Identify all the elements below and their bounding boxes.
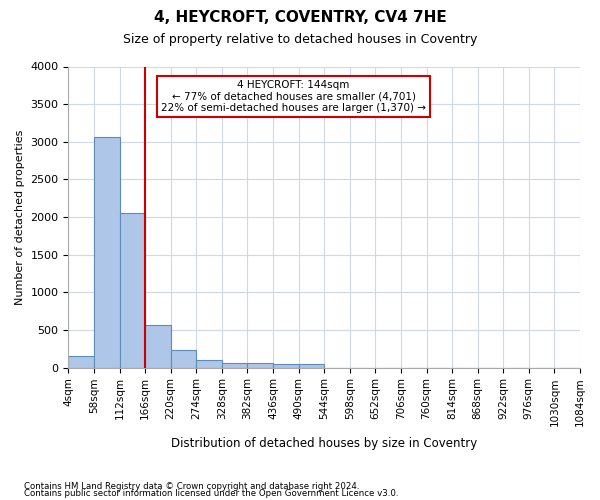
Bar	[68, 356, 94, 368]
Text: Size of property relative to detached houses in Coventry: Size of property relative to detached ho…	[123, 32, 477, 46]
Bar	[145, 326, 171, 368]
Text: Contains public sector information licensed under the Open Government Licence v3: Contains public sector information licen…	[24, 490, 398, 498]
Bar	[247, 364, 273, 368]
Text: 4, HEYCROFT, COVENTRY, CV4 7HE: 4, HEYCROFT, COVENTRY, CV4 7HE	[154, 10, 446, 25]
Bar	[171, 350, 196, 368]
Text: Contains HM Land Registry data © Crown copyright and database right 2024.: Contains HM Land Registry data © Crown c…	[24, 482, 359, 491]
Bar	[273, 364, 299, 368]
Text: 4 HEYCROFT: 144sqm
← 77% of detached houses are smaller (4,701)
22% of semi-deta: 4 HEYCROFT: 144sqm ← 77% of detached hou…	[161, 80, 426, 113]
X-axis label: Distribution of detached houses by size in Coventry: Distribution of detached houses by size …	[171, 437, 478, 450]
Bar	[196, 360, 222, 368]
Bar	[94, 137, 119, 368]
Bar	[119, 212, 145, 368]
Bar	[299, 364, 324, 368]
Y-axis label: Number of detached properties: Number of detached properties	[15, 130, 25, 304]
Bar	[222, 362, 247, 368]
